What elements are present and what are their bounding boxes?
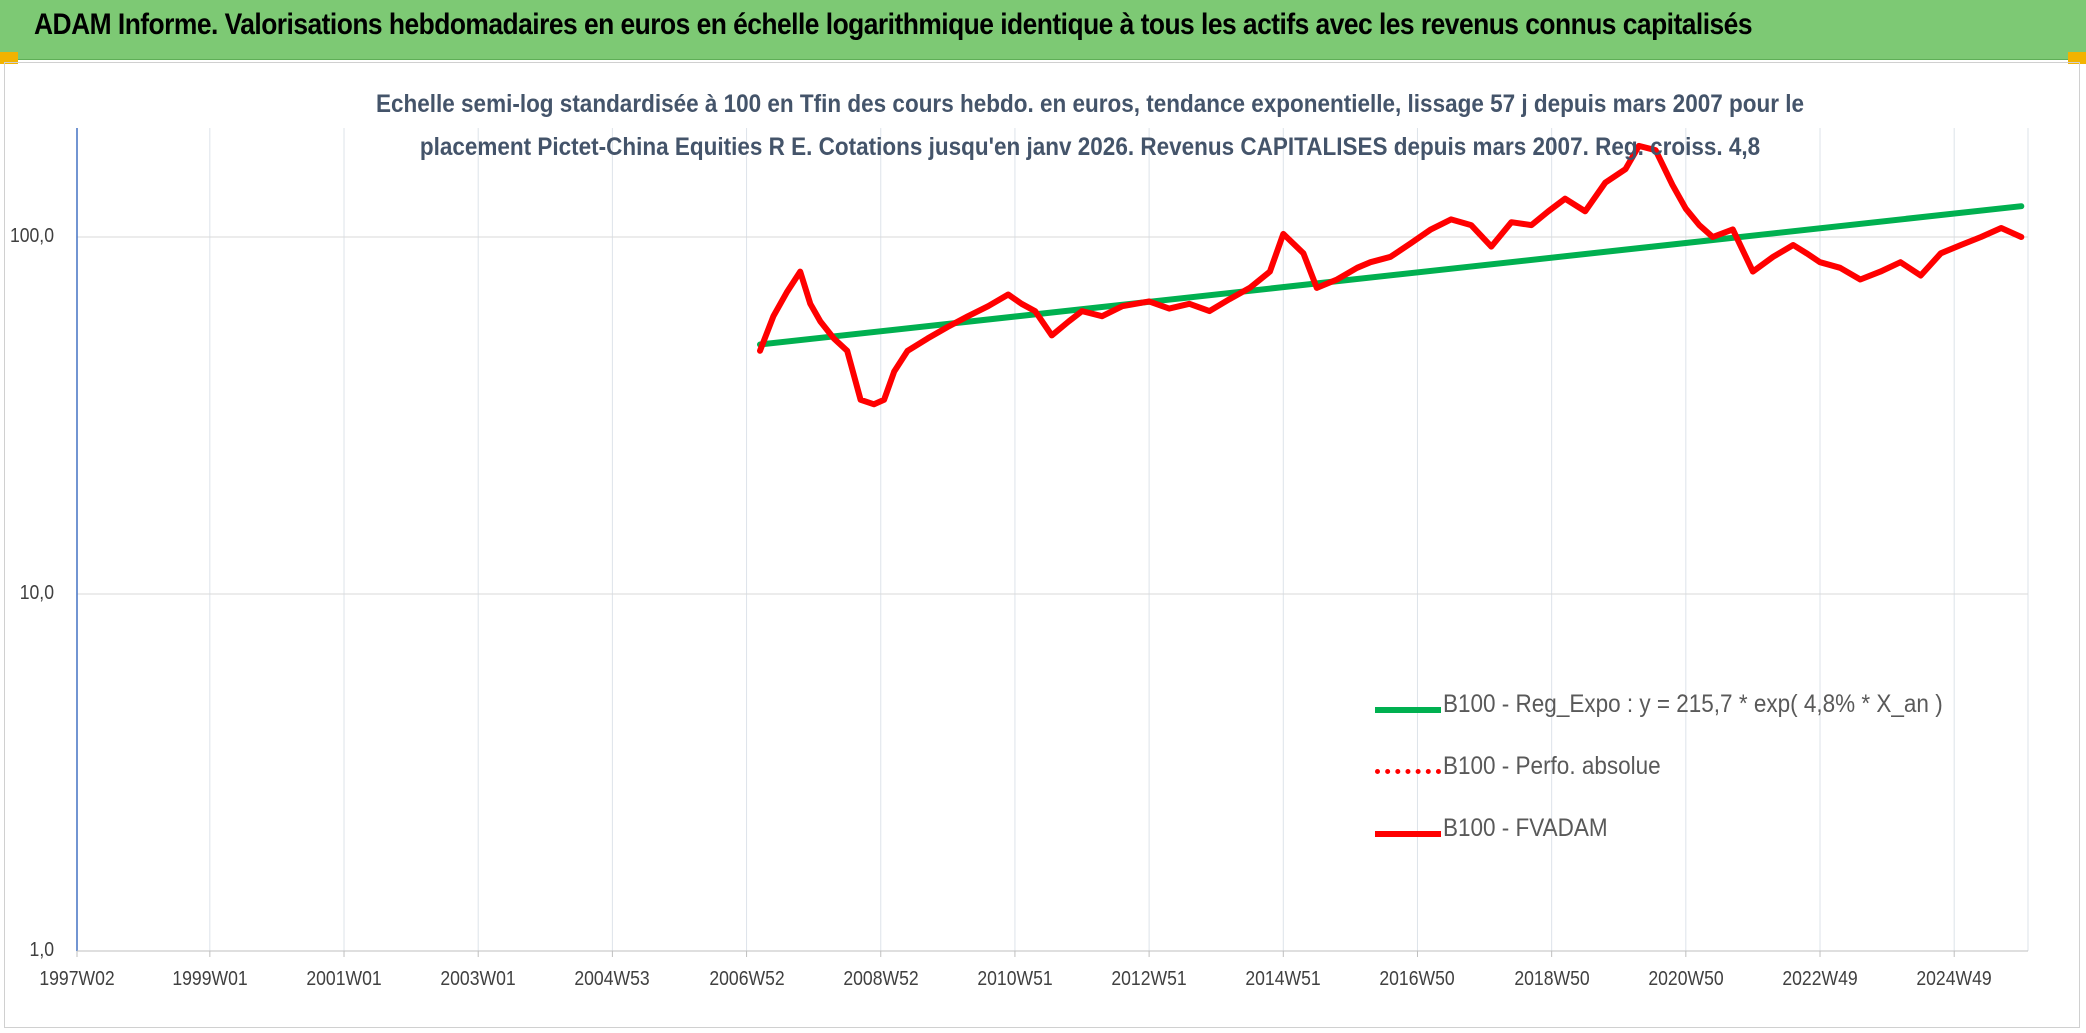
legend-label-trend: B100 - Reg_Expo : y = 215,7 * exp( 4,8% … bbox=[1443, 690, 1943, 718]
y-tick-label: 1,0 bbox=[29, 939, 54, 961]
legend-swatch-trend bbox=[1375, 707, 1441, 713]
x-tick-label: 2018W50 bbox=[1513, 968, 1590, 990]
chart-frame bbox=[4, 62, 2080, 1028]
fvadam-line bbox=[757, 142, 2025, 408]
legend-swatch-fvadam bbox=[1375, 831, 1441, 837]
x-tick-label: 1999W01 bbox=[172, 968, 248, 990]
report-title: ADAM Informe. Valorisations hebdomadaire… bbox=[34, 8, 1753, 41]
x-tick-label: 2012W51 bbox=[1111, 968, 1187, 990]
corner-accent-left bbox=[0, 52, 18, 64]
legend-label-fvadam: B100 - FVADAM bbox=[1443, 814, 1608, 842]
x-tick-label: 2016W50 bbox=[1379, 968, 1456, 990]
x-tick-label: 1997W02 bbox=[39, 968, 115, 990]
report-header: ADAM Informe. Valorisations hebdomadaire… bbox=[0, 0, 2086, 60]
y-tick-label: 10,0 bbox=[19, 582, 54, 604]
x-tick-label: 2014W51 bbox=[1245, 968, 1321, 990]
y-tick-label: 100,0 bbox=[9, 225, 55, 247]
legend-swatch-perfo bbox=[1375, 769, 1441, 774]
x-tick-label: 2001W01 bbox=[306, 968, 382, 990]
x-tick-label: 2004W53 bbox=[574, 968, 651, 990]
legend-label-perfo: B100 - Perfo. absolue bbox=[1443, 752, 1661, 780]
x-tick-label: 2022W49 bbox=[1782, 968, 1858, 990]
corner-accent-right bbox=[2068, 52, 2086, 64]
trend-line bbox=[757, 203, 2025, 348]
x-tick-label: 2024W49 bbox=[1916, 968, 1992, 990]
x-tick-label: 2003W01 bbox=[440, 968, 516, 990]
x-tick-label: 2006W52 bbox=[708, 968, 785, 990]
x-tick-label: 2008W52 bbox=[843, 968, 919, 990]
chart-subtitle-line2: placement Pictet-China Equities R E. Cot… bbox=[419, 133, 1761, 161]
x-tick-label: 2020W50 bbox=[1648, 968, 1724, 990]
x-tick-label: 2010W51 bbox=[977, 968, 1053, 990]
chart-subtitle-line1: Echelle semi-log standardisée à 100 en T… bbox=[375, 90, 1804, 118]
